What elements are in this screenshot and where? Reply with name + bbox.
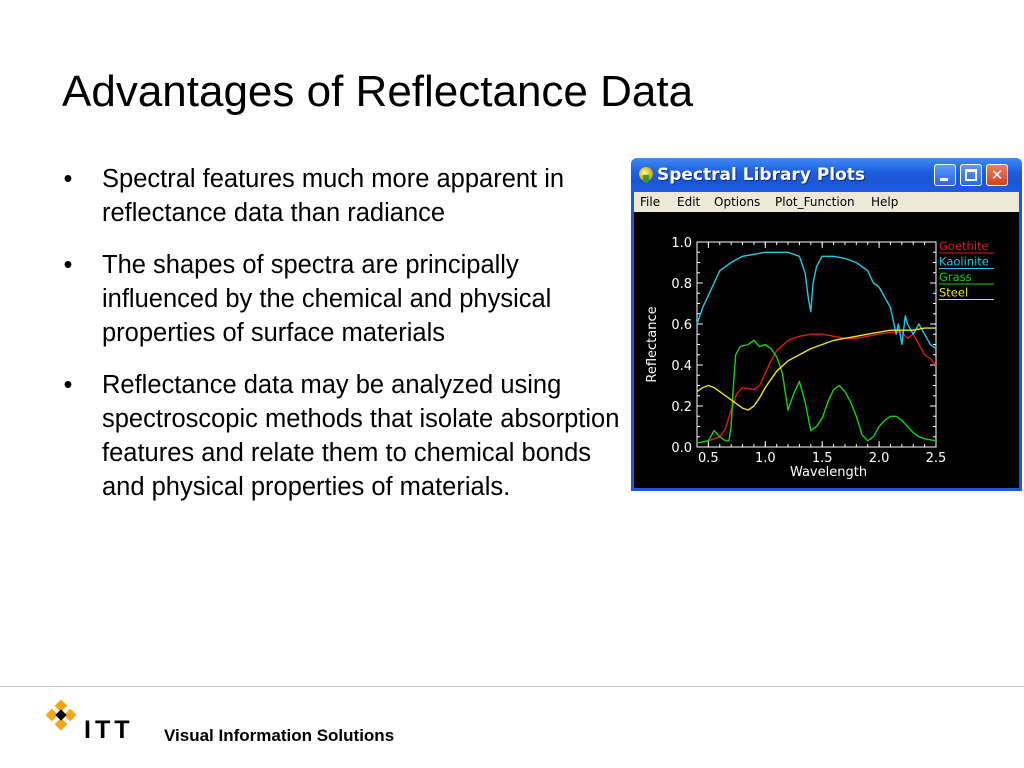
y-tick-label: 0.0	[671, 441, 692, 456]
menu-file[interactable]: File	[640, 195, 661, 209]
footer-tagline: Visual Information Solutions	[164, 726, 395, 745]
window-titlebar[interactable]: Spectral Library Plots ✕	[631, 158, 1022, 192]
window-title: Spectral Library Plots	[657, 165, 866, 185]
menu-bar: File Edit Options Plot_Function Help	[634, 192, 1019, 212]
menu-edit[interactable]: Edit	[677, 195, 701, 209]
x-axis-label: Wavelength	[790, 465, 867, 480]
bullet-item: • The shapes of spectra are principally …	[56, 248, 622, 350]
footer-divider	[0, 686, 1024, 687]
x-tick-label: 1.5	[812, 451, 833, 466]
menu-options[interactable]: Options	[714, 195, 761, 209]
x-tick-label: 1.0	[755, 451, 776, 466]
y-tick-label: 0.4	[671, 359, 692, 374]
menu-help[interactable]: Help	[871, 195, 899, 209]
bullet-symbol: •	[63, 251, 73, 279]
x-tick-label: 0.5	[698, 451, 719, 466]
x-tick-label: 2.5	[926, 451, 947, 466]
legend-label: Grass	[939, 270, 972, 284]
slide-title: Advantages of Reflectance Data	[62, 67, 694, 116]
menu-plot-function[interactable]: Plot_Function	[775, 195, 855, 209]
plot-frame	[696, 241, 937, 448]
bullet-symbol: •	[63, 371, 73, 399]
bullet-list: • Spectral features much more apparent i…	[56, 162, 622, 522]
bullet-item: • Spectral features much more apparent i…	[56, 162, 622, 230]
close-icon: ✕	[990, 166, 1004, 184]
legend-label: Goethite	[939, 239, 989, 253]
close-button[interactable]: ✕	[986, 164, 1008, 186]
minimize-icon	[940, 178, 948, 181]
spectral-library-plots-window: Spectral Library Plots ✕ File Edit Optio…	[631, 158, 1022, 491]
bullet-text: The shapes of spectra are principally in…	[102, 251, 552, 347]
y-axis-label: Reflectance	[645, 306, 660, 382]
bullet-text: Spectral features much more apparent in …	[102, 165, 565, 227]
bullet-symbol: •	[63, 165, 73, 193]
minimize-button[interactable]	[934, 164, 956, 186]
series-line-grass	[696, 339, 937, 444]
spectral-chart: 0.5 1.0 1.5 2.0 2.5 0.0 0.2 0.4 0.6 0.8 1.0 Wavelen…	[645, 236, 994, 480]
legend-label: Kaolinite	[939, 255, 989, 269]
itt-logo-text: ITT	[84, 716, 134, 744]
series-line-steel	[696, 327, 936, 411]
idl-globe-icon[interactable]	[639, 167, 653, 183]
plot-area[interactable]: 0.5 1.0 1.5 2.0 2.5 0.0 0.2 0.4 0.6 0.8 1.0 Wavelen…	[634, 212, 1019, 488]
legend-label: Steel	[939, 286, 968, 300]
series-line-goethite	[696, 331, 937, 444]
maximize-button[interactable]	[960, 164, 982, 186]
y-tick-label: 1.0	[671, 236, 692, 251]
bullet-text: Reflectance data may be analyzed using s…	[102, 371, 620, 501]
bullet-item: • Reflectance data may be analyzed using…	[56, 368, 622, 504]
maximize-icon	[965, 169, 977, 181]
x-tick-label: 2.0	[869, 451, 890, 466]
y-tick-label: 0.2	[671, 400, 692, 415]
series-line-kaolinite	[696, 251, 937, 350]
y-tick-label: 0.8	[671, 277, 692, 292]
itt-diamond-logo-icon	[45, 699, 77, 731]
y-tick-label: 0.6	[671, 318, 692, 333]
